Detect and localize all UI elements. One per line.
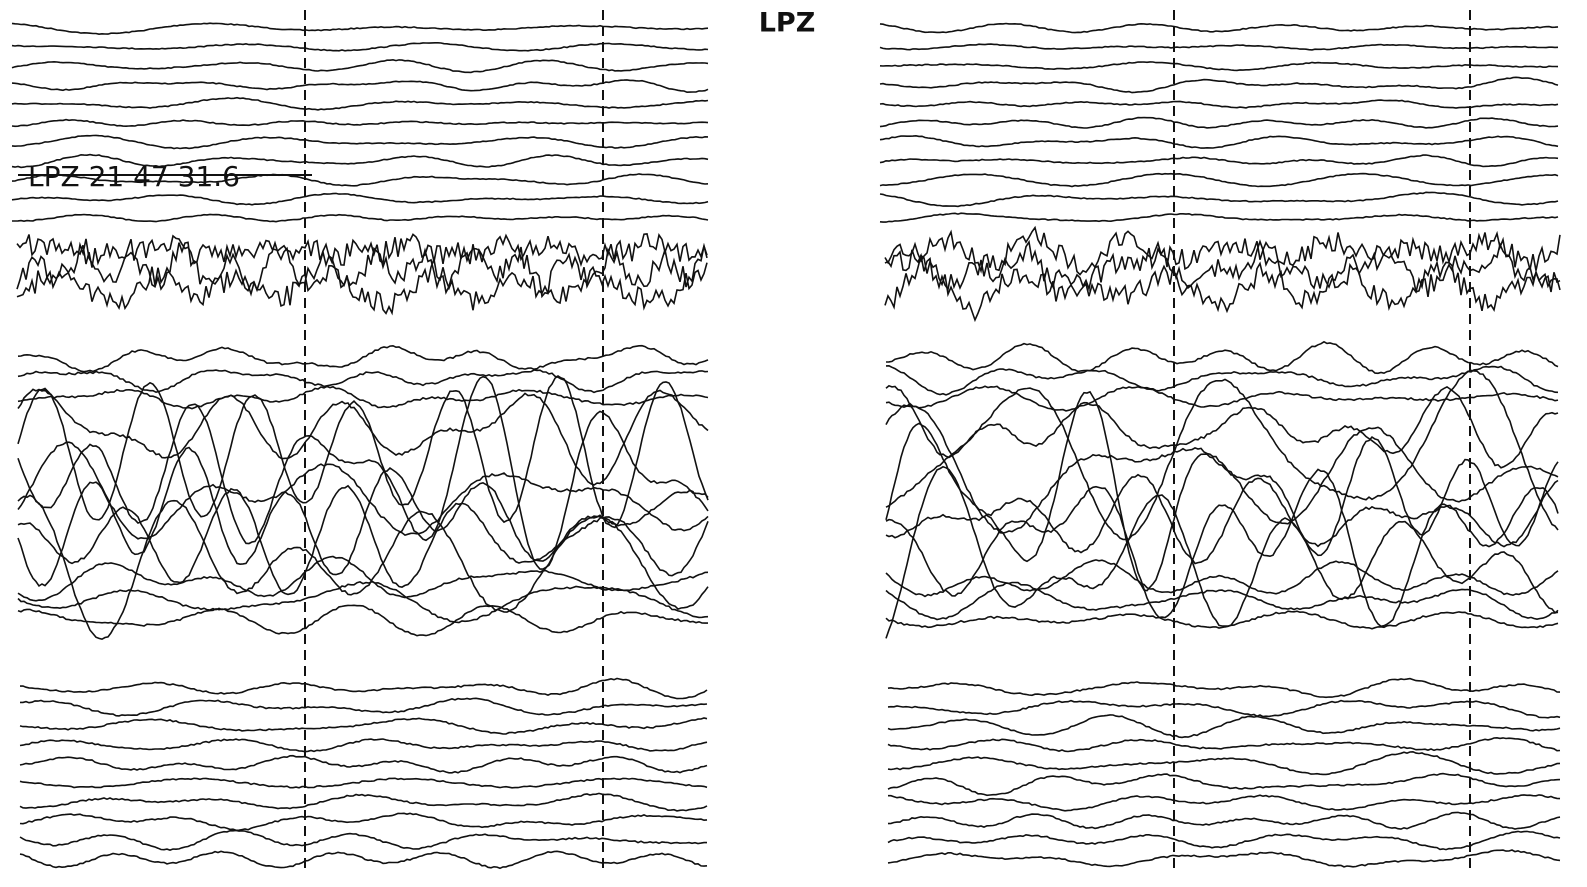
eeg-trace bbox=[885, 402, 1559, 534]
eeg-trace bbox=[11, 96, 709, 111]
eeg-trace bbox=[879, 154, 1559, 168]
eeg-trace bbox=[17, 369, 709, 394]
eeg-trace bbox=[885, 384, 1559, 469]
eeg-trace bbox=[19, 850, 708, 870]
eeg-trace bbox=[885, 390, 1559, 592]
eeg-trace bbox=[11, 192, 709, 206]
eeg-trace bbox=[887, 750, 1561, 776]
eeg-trace bbox=[884, 239, 1561, 298]
eeg-trace bbox=[879, 43, 1559, 51]
figure-title: LPZ bbox=[759, 8, 816, 39]
eeg-trace bbox=[11, 118, 709, 128]
eeg-trace bbox=[17, 441, 709, 540]
eeg-trace bbox=[17, 604, 708, 637]
eeg-trace bbox=[879, 212, 1559, 223]
eeg-trace bbox=[17, 484, 709, 596]
eeg-trace bbox=[19, 677, 708, 700]
eeg-trace bbox=[11, 134, 709, 150]
eeg-trace bbox=[879, 134, 1559, 149]
eeg-trace bbox=[887, 830, 1561, 851]
eeg-trace bbox=[879, 99, 1559, 109]
eeg-trace bbox=[884, 225, 1561, 276]
eeg-trace bbox=[16, 238, 708, 299]
eeg-trace bbox=[887, 714, 1561, 739]
eeg-trace bbox=[20, 697, 708, 717]
eeg-trace bbox=[19, 777, 708, 789]
eeg-trace bbox=[887, 736, 1561, 753]
eeg-trace bbox=[879, 172, 1559, 188]
eeg-trace bbox=[885, 369, 1559, 541]
eeg-trace bbox=[879, 76, 1559, 94]
eeg-trace bbox=[17, 555, 709, 602]
eeg-trace bbox=[11, 58, 709, 74]
eeg-trace bbox=[887, 699, 1561, 719]
eeg-trace bbox=[879, 22, 1559, 34]
eeg-trace bbox=[885, 340, 1559, 375]
eeg-trace bbox=[17, 344, 709, 373]
eeg-trace bbox=[17, 446, 709, 587]
eeg-trace bbox=[11, 22, 709, 36]
eeg-trace bbox=[17, 494, 709, 641]
eeg-trace bbox=[19, 717, 708, 735]
eeg-trace bbox=[887, 772, 1561, 797]
eeg-trace bbox=[885, 468, 1559, 628]
eeg-trace bbox=[11, 153, 709, 169]
eeg-trace bbox=[19, 792, 708, 812]
eeg-trace bbox=[885, 610, 1559, 630]
event-annotation: LPZ 21 47 31.6 bbox=[28, 160, 240, 193]
eeg-trace bbox=[16, 256, 708, 316]
eeg-trace bbox=[11, 42, 709, 52]
eeg-trace bbox=[879, 191, 1559, 208]
eeg-trace bbox=[19, 812, 708, 832]
eeg-trace bbox=[17, 375, 709, 529]
eeg-trace bbox=[887, 677, 1561, 699]
eeg-traces bbox=[11, 10, 1561, 870]
eeg-trace bbox=[887, 849, 1561, 868]
eeg-trace bbox=[888, 794, 1561, 812]
eeg-trace bbox=[885, 473, 1559, 565]
eeg-trace bbox=[887, 811, 1561, 830]
eeg-trace bbox=[885, 364, 1559, 396]
eeg-trace bbox=[12, 213, 709, 223]
eeg-trace bbox=[885, 559, 1559, 598]
eeg-trace bbox=[11, 173, 709, 187]
eeg-trace bbox=[11, 79, 709, 94]
eeg-trace bbox=[885, 581, 1559, 621]
eeg-trace bbox=[879, 116, 1559, 129]
eeg-trace bbox=[16, 232, 708, 268]
eeg-trace bbox=[19, 829, 707, 851]
eeg-trace bbox=[19, 754, 708, 774]
eeg-trace bbox=[17, 580, 709, 624]
eeg-trace bbox=[879, 61, 1559, 72]
eeg-trace bbox=[884, 254, 1561, 323]
eeg-trace bbox=[17, 375, 709, 570]
eeg-trace bbox=[17, 385, 709, 410]
eeg-trace bbox=[19, 738, 708, 753]
